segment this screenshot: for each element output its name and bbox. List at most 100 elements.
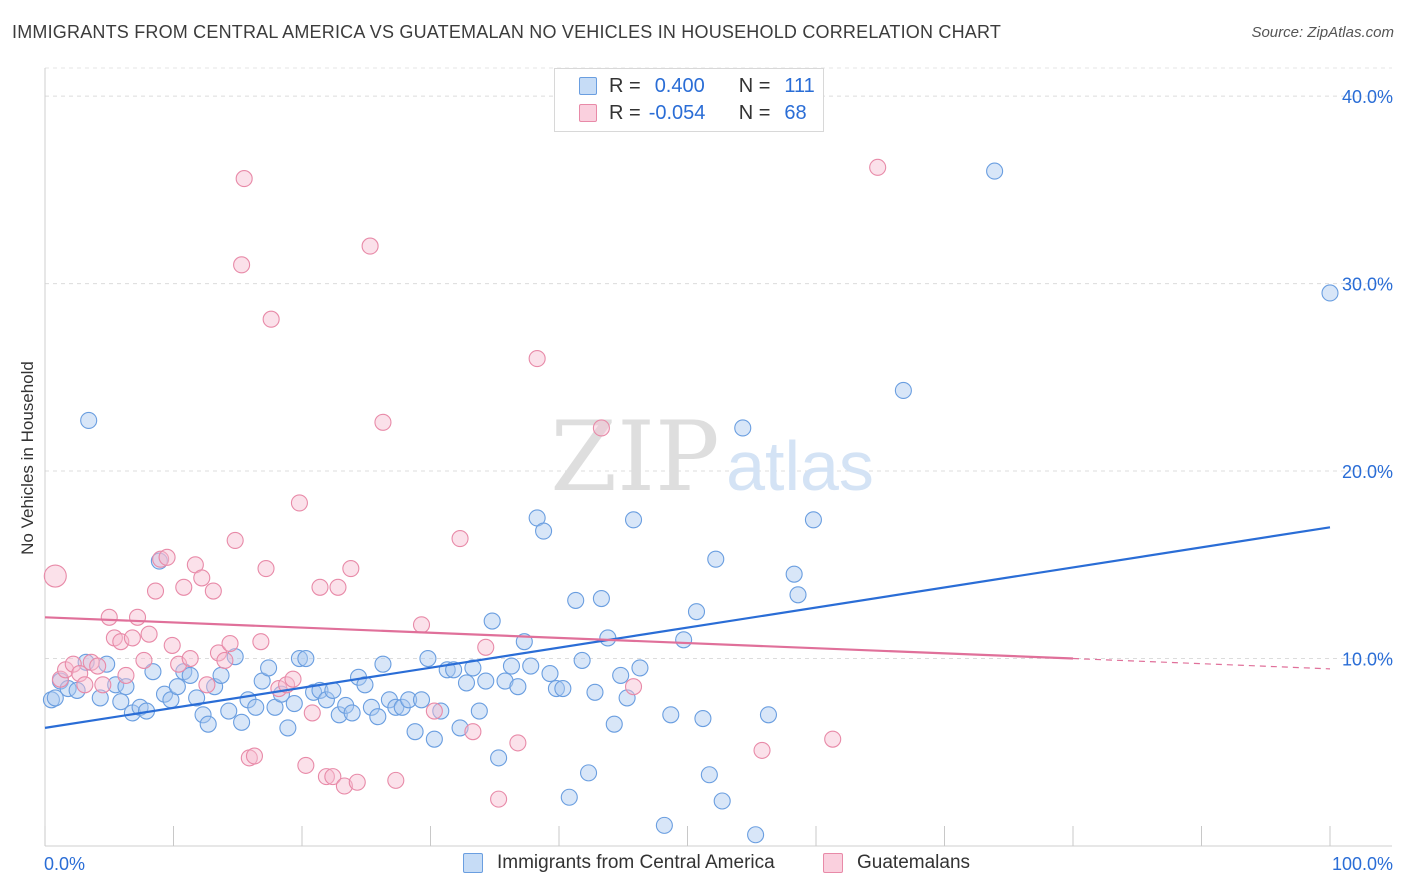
legend-n-label: N =	[738, 74, 771, 97]
data-point-central-america	[567, 591, 585, 609]
trend-line-guatemalans-extension	[1072, 657, 1331, 670]
data-point-central-america	[297, 649, 315, 668]
data-point-central-america	[687, 603, 706, 621]
data-point-central-america	[233, 713, 251, 731]
data-point-guatemalans	[387, 771, 405, 789]
data-point-guatemalans	[624, 678, 643, 696]
data-point-central-america	[91, 689, 109, 707]
legend-row-guatemalans: R = -0.054 N = 68	[579, 100, 807, 126]
data-point-central-america	[199, 715, 217, 733]
data-point-guatemalans	[123, 629, 141, 647]
legend-swatch-pink	[579, 104, 597, 122]
data-point-central-america	[547, 679, 565, 698]
data-point-guatemalans	[245, 747, 264, 765]
data-point-guatemalans	[317, 768, 335, 786]
data-point-guatemalans	[252, 633, 270, 651]
series-legend: Immigrants from Central America Guatemal…	[0, 852, 1406, 878]
data-point-guatemalans	[181, 649, 199, 668]
data-point-central-america	[356, 676, 374, 694]
data-point-guatemalans	[94, 676, 112, 694]
data-point-guatemalans	[198, 676, 216, 694]
y-axis-label: No Vehicles in Household	[18, 361, 37, 555]
data-point-guatemalans	[262, 310, 280, 328]
stats-legend: R = 0.400 N = 111 R = -0.054 N = 68	[554, 68, 824, 132]
data-point-central-america	[1321, 284, 1339, 302]
data-point-guatemalans	[64, 655, 82, 673]
data-point-guatemalans	[592, 419, 610, 437]
y-tick-label: 30.0%	[1342, 275, 1393, 295]
data-point-central-america	[694, 709, 712, 728]
data-point-central-america	[362, 698, 380, 716]
data-point-guatemalans	[257, 559, 275, 578]
data-point-central-america	[220, 702, 238, 720]
data-point-central-america	[662, 706, 680, 724]
legend-r-label: R =	[609, 74, 641, 97]
data-point-guatemalans	[374, 413, 392, 431]
data-point-guatemalans	[335, 777, 353, 795]
data-point-guatemalans	[43, 564, 67, 588]
data-point-guatemalans	[128, 608, 147, 626]
series-name: Immigrants from Central America	[497, 852, 775, 873]
data-point-central-america	[260, 659, 278, 677]
data-point-central-america	[432, 702, 450, 720]
data-point-central-america	[80, 411, 98, 429]
data-point-guatemalans	[76, 676, 94, 694]
data-point-central-america	[374, 655, 392, 673]
data-point-central-america	[675, 631, 693, 649]
data-point-central-america	[586, 683, 604, 701]
data-point-guatemalans	[464, 723, 482, 741]
data-point-central-america	[387, 698, 405, 716]
x-tick-label: 100.0%	[1332, 854, 1393, 874]
data-point-guatemalans	[226, 531, 244, 549]
data-point-guatemalans	[509, 734, 527, 752]
watermark-zip: ZIP	[550, 401, 719, 513]
data-point-guatemalans	[51, 670, 69, 688]
data-point-central-america	[789, 586, 807, 604]
legend-n-label: N =	[738, 101, 771, 124]
data-point-central-america	[212, 666, 230, 684]
data-point-central-america	[580, 764, 598, 782]
data-point-central-america	[477, 672, 495, 690]
data-point-central-america	[279, 719, 297, 737]
data-point-central-america	[425, 730, 443, 748]
data-point-guatemalans	[140, 625, 158, 643]
data-point-central-america	[470, 702, 488, 720]
data-point-central-america	[894, 381, 912, 399]
data-point-central-america	[464, 659, 482, 677]
legend-n-value: 111	[784, 74, 815, 97]
series-swatch-pink	[823, 853, 843, 873]
data-point-central-america	[226, 648, 244, 666]
data-point-guatemalans	[290, 494, 308, 512]
data-point-central-america	[804, 511, 822, 529]
chart-title: IMMIGRANTS FROM CENTRAL AMERICA VS GUATE…	[12, 22, 1002, 42]
watermark-atlas: atlas	[726, 427, 874, 505]
data-point-central-america	[46, 689, 64, 707]
data-point-guatemalans	[490, 790, 508, 808]
data-point-guatemalans	[193, 569, 211, 587]
data-point-central-america	[457, 674, 476, 692]
y-tick-label: 20.0%	[1342, 462, 1393, 482]
data-point-guatemalans	[235, 170, 253, 188]
data-point-guatemalans	[753, 741, 771, 759]
data-point-guatemalans	[477, 638, 495, 656]
data-point-guatemalans	[233, 256, 251, 274]
data-point-guatemalans	[146, 582, 165, 600]
legend-n-value: 68	[784, 101, 807, 124]
data-point-central-america	[522, 657, 540, 675]
data-point-central-america	[112, 693, 130, 711]
data-point-guatemalans	[311, 578, 329, 596]
data-point-central-america	[554, 679, 572, 698]
series-legend-item-guatemalans: Guatemalans	[823, 852, 970, 874]
data-point-central-america	[573, 651, 591, 669]
data-point-central-america	[655, 816, 673, 834]
data-point-central-america	[560, 788, 578, 806]
data-point-central-america	[502, 657, 521, 675]
data-point-guatemalans	[297, 756, 315, 774]
data-point-central-america	[290, 649, 308, 668]
data-point-central-america	[305, 683, 323, 701]
data-point-guatemalans	[303, 704, 321, 722]
legend-row-central-america: R = 0.400 N = 111	[579, 73, 815, 99]
series-swatch-blue	[463, 853, 483, 873]
data-point-central-america	[194, 706, 212, 724]
